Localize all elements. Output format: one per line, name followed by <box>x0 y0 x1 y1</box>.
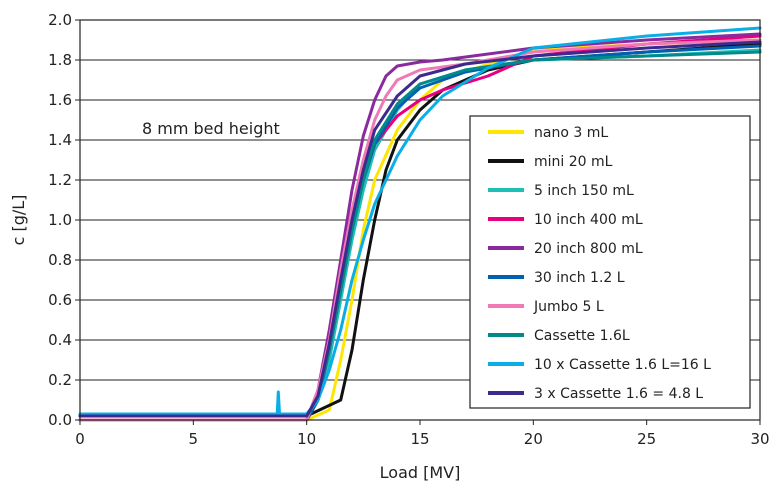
y-tick-label: 0.0 <box>48 411 72 429</box>
y-tick-label: 1.8 <box>48 51 72 69</box>
y-tick-label: 1.2 <box>48 171 72 189</box>
legend-label: mini 20 mL <box>534 154 613 170</box>
x-tick-label: 0 <box>75 430 85 448</box>
legend-label: 5 inch 150 mL <box>534 183 634 199</box>
axis-ticks: 0.0 0.2 0.4 0.6 0.8 1.0 1.2 1.4 1.6 1.8 2.0 0 5 10 15 2… <box>48 11 769 448</box>
legend-label: 10 inch 400 mL <box>534 212 643 228</box>
legend-box <box>469 115 751 409</box>
series-line-9 <box>78 26 762 416</box>
y-tick-label: 0.2 <box>48 371 72 389</box>
legend-label: 3 x Cassette 1.6 = 4.8 L <box>534 386 703 402</box>
legend: nano 3 mL mini 20 mL 5 inch 150 mL 10 inch … <box>469 115 751 409</box>
x-tick-label: 30 <box>750 430 769 448</box>
y-tick-label: 0.8 <box>48 251 72 269</box>
x-tick-label: 15 <box>410 430 429 448</box>
x-tick-label: 5 <box>189 430 199 448</box>
series-line-10 <box>78 40 762 418</box>
x-tick-label: 20 <box>524 430 543 448</box>
legend-label: 10 x Cassette 1.6 L=16 L <box>534 357 711 373</box>
legend-label: 30 inch 1.2 L <box>534 270 625 286</box>
bed-height-annotation: 8 mm bed height <box>142 119 280 138</box>
y-axis-title: c [g/L] <box>9 195 28 246</box>
y-tick-label: 0.4 <box>48 331 72 349</box>
y-tick-label: 2.0 <box>48 11 72 29</box>
y-tick-label: 1.4 <box>48 131 72 149</box>
legend-label: nano 3 mL <box>534 125 608 141</box>
legend-label: 20 inch 800 mL <box>534 241 643 257</box>
y-tick-label: 1.0 <box>48 211 72 229</box>
series-lines <box>78 26 762 422</box>
y-tick-label: 0.6 <box>48 291 72 309</box>
legend-label: Cassette 1.6L <box>534 328 630 344</box>
x-tick-label: 25 <box>637 430 656 448</box>
x-tick-label: 10 <box>297 430 316 448</box>
x-axis-title: Load [MV] <box>380 463 461 482</box>
legend-label: Jumbo 5 L <box>533 299 604 315</box>
y-tick-label: 1.6 <box>48 91 72 109</box>
